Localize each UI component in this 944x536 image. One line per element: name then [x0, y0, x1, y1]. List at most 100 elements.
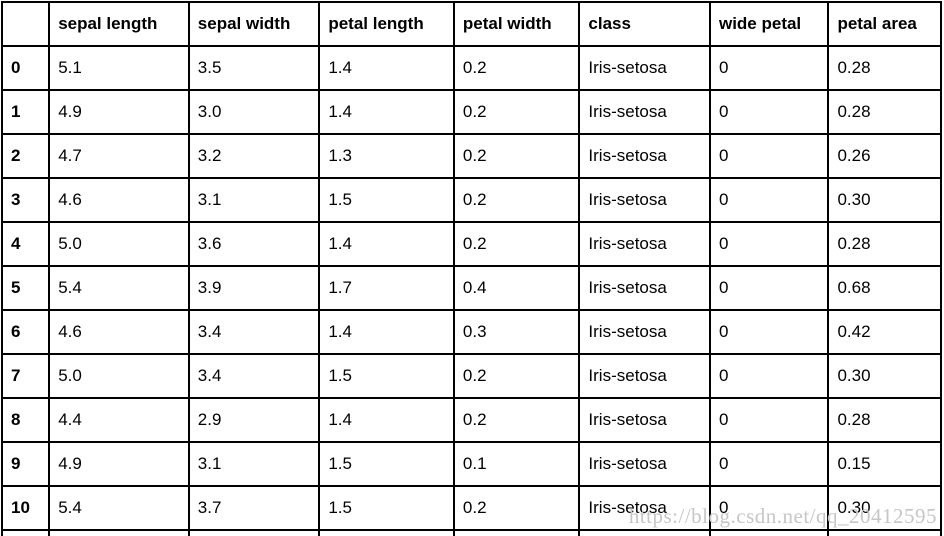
row-index: 8: [0, 397, 51, 443]
column-header: wide petal: [708, 1, 830, 47]
table-row-partial: [0, 529, 942, 536]
table-cell: 0: [708, 221, 830, 267]
row-index: 3: [0, 177, 51, 223]
table-row: 0 5.1 3.5 1.4 0.2 Iris-setosa 0 0.28: [0, 45, 942, 91]
table-cell: 3.2: [187, 133, 321, 179]
table-cell: 0.2: [452, 177, 581, 223]
table-cell: 1.4: [318, 397, 455, 443]
table-cell: 1.5: [318, 441, 455, 487]
table-cell: Iris-setosa: [578, 177, 711, 223]
table-cell: 0.2: [452, 89, 581, 135]
table-header-row: sepal length sepal width petal length petal…: [0, 1, 942, 47]
table-cell: Iris-setosa: [578, 441, 711, 487]
table-row: 5 5.4 3.9 1.7 0.4 Iris-setosa 0 0.68: [0, 265, 942, 311]
table-cell: 0.2: [452, 221, 581, 267]
table-cell: 0.2: [452, 45, 581, 91]
table-cell: 0: [708, 485, 830, 531]
table-cell: 0.26: [827, 133, 942, 179]
table-row: 9 4.9 3.1 1.5 0.1 Iris-setosa 0 0.15: [0, 441, 942, 487]
table-cell: Iris-setosa: [578, 133, 711, 179]
row-index: 9: [0, 441, 51, 487]
table-cell: 0.1: [452, 441, 581, 487]
table-cell: 4.6: [48, 309, 190, 355]
table-cell-partial: [827, 529, 942, 536]
table-cell: 4.7: [48, 133, 190, 179]
table-cell-partial: [578, 529, 711, 536]
row-index: 10: [0, 485, 51, 531]
table-cell: 0: [708, 265, 830, 311]
table-cell: 0.3: [452, 309, 581, 355]
table-cell: 0.30: [827, 353, 942, 399]
table-cell: 3.1: [187, 441, 321, 487]
table-cell: 4.9: [48, 89, 190, 135]
table-cell: 0.28: [827, 89, 942, 135]
table-cell: 5.0: [48, 221, 190, 267]
table-cell: 0: [708, 397, 830, 443]
table-row: 7 5.0 3.4 1.5 0.2 Iris-setosa 0 0.30: [0, 353, 942, 399]
column-header: sepal width: [187, 1, 321, 47]
table-cell: 0.2: [452, 397, 581, 443]
table-cell: Iris-setosa: [578, 45, 711, 91]
table-cell: 3.5: [187, 45, 321, 91]
table-cell: 1.4: [318, 221, 455, 267]
table-row: 4 5.0 3.6 1.4 0.2 Iris-setosa 0 0.28: [0, 221, 942, 267]
table-cell: 0.30: [827, 177, 942, 223]
table-row: 10 5.4 3.7 1.5 0.2 Iris-setosa 0 0.30: [0, 485, 942, 531]
table-cell: Iris-setosa: [578, 485, 711, 531]
table-cell: 0.28: [827, 397, 942, 443]
table-cell: 5.0: [48, 353, 190, 399]
table-cell: 1.5: [318, 353, 455, 399]
table-cell: 0.2: [452, 485, 581, 531]
table-cell: 0.28: [827, 221, 942, 267]
table-cell: 1.5: [318, 177, 455, 223]
table-cell: 3.4: [187, 353, 321, 399]
table-row: 6 4.6 3.4 1.4 0.3 Iris-setosa 0 0.42: [0, 309, 942, 355]
table-cell: Iris-setosa: [578, 265, 711, 311]
table-cell: 0: [708, 353, 830, 399]
table-cell: Iris-setosa: [578, 353, 711, 399]
table-cell: 0: [708, 89, 830, 135]
table-cell: 2.9: [187, 397, 321, 443]
row-index: 7: [0, 353, 51, 399]
row-index: 4: [0, 221, 51, 267]
column-header: sepal length: [48, 1, 190, 47]
table-cell: 3.9: [187, 265, 321, 311]
table-cell-partial: [0, 529, 51, 536]
table-cell-partial: [318, 529, 455, 536]
table-cell: 1.3: [318, 133, 455, 179]
table-cell: 0: [708, 177, 830, 223]
table-cell: 1.4: [318, 45, 455, 91]
table-cell: 0: [708, 309, 830, 355]
table-cell: 0: [708, 441, 830, 487]
column-header: petal width: [452, 1, 581, 47]
table-cell: 0.2: [452, 133, 581, 179]
table-cell: 1.4: [318, 89, 455, 135]
table-cell: 5.4: [48, 265, 190, 311]
table-row: 1 4.9 3.0 1.4 0.2 Iris-setosa 0 0.28: [0, 89, 942, 135]
table-cell: 4.9: [48, 441, 190, 487]
table-cell: Iris-setosa: [578, 89, 711, 135]
table-cell-partial: [452, 529, 581, 536]
table-cell: 3.4: [187, 309, 321, 355]
row-index: 2: [0, 133, 51, 179]
table-cell: Iris-setosa: [578, 397, 711, 443]
table-cell: 4.4: [48, 397, 190, 443]
table-cell: 3.0: [187, 89, 321, 135]
table-cell-partial: [48, 529, 190, 536]
table-cell: 0.2: [452, 353, 581, 399]
table-cell: 1.7: [318, 265, 455, 311]
table-cell: 4.6: [48, 177, 190, 223]
table-cell: 0.42: [827, 309, 942, 355]
table-cell: 0.15: [827, 441, 942, 487]
table-row: 2 4.7 3.2 1.3 0.2 Iris-setosa 0 0.26: [0, 133, 942, 179]
table-cell: 3.1: [187, 177, 321, 223]
table-cell: 0.30: [827, 485, 942, 531]
index-column-header: [0, 1, 51, 47]
table-cell: 1.5: [318, 485, 455, 531]
table-body: 0 5.1 3.5 1.4 0.2 Iris-setosa 0 0.28 1 4.9 3.0 1.4 0…: [0, 45, 942, 536]
row-index: 5: [0, 265, 51, 311]
table-cell: 3.6: [187, 221, 321, 267]
table-cell: 5.4: [48, 485, 190, 531]
